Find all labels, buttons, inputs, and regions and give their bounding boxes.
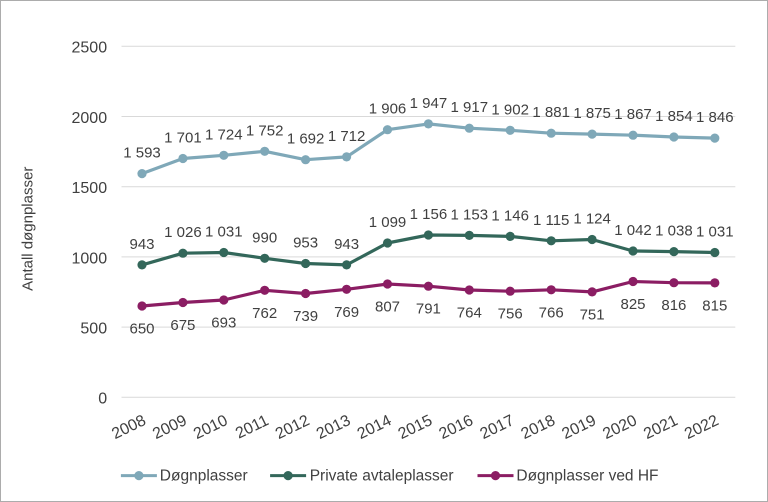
svg-text:756: 756 xyxy=(498,306,523,323)
svg-text:1 712: 1 712 xyxy=(328,128,366,145)
svg-text:Private avtaleplasser: Private avtaleplasser xyxy=(310,468,454,485)
svg-text:1 881: 1 881 xyxy=(532,104,570,121)
svg-text:1 875: 1 875 xyxy=(573,105,611,122)
svg-text:1 156: 1 156 xyxy=(410,206,448,223)
svg-text:1 038: 1 038 xyxy=(655,223,693,240)
svg-text:1 099: 1 099 xyxy=(369,214,407,231)
svg-text:751: 751 xyxy=(580,306,605,323)
svg-text:990: 990 xyxy=(252,229,277,246)
svg-text:1 124: 1 124 xyxy=(573,211,611,228)
svg-text:807: 807 xyxy=(375,299,400,316)
svg-text:Døgnplasser: Døgnplasser xyxy=(160,468,248,485)
svg-text:1 902: 1 902 xyxy=(491,101,529,118)
svg-text:1 752: 1 752 xyxy=(246,122,284,139)
svg-text:1 701: 1 701 xyxy=(164,130,202,147)
svg-text:739: 739 xyxy=(293,308,318,325)
svg-text:791: 791 xyxy=(416,301,441,318)
svg-text:1 031: 1 031 xyxy=(696,224,734,241)
svg-text:825: 825 xyxy=(620,296,645,313)
svg-text:500: 500 xyxy=(80,321,107,338)
svg-text:693: 693 xyxy=(211,315,236,332)
svg-text:766: 766 xyxy=(539,304,564,321)
svg-text:1 115: 1 115 xyxy=(533,212,569,229)
svg-text:1 593: 1 593 xyxy=(123,145,161,162)
svg-text:1 153: 1 153 xyxy=(451,206,489,223)
svg-text:1 854: 1 854 xyxy=(655,108,693,125)
svg-text:953: 953 xyxy=(293,235,318,252)
svg-text:1 906: 1 906 xyxy=(369,101,407,118)
svg-text:0: 0 xyxy=(98,391,107,408)
svg-text:943: 943 xyxy=(334,236,359,253)
svg-text:Døgnplasser ved HF: Døgnplasser ved HF xyxy=(516,468,658,485)
svg-text:769: 769 xyxy=(334,304,359,321)
svg-text:943: 943 xyxy=(129,236,154,253)
svg-text:1 031: 1 031 xyxy=(205,224,243,241)
svg-text:Antall døgnplasser: Antall døgnplasser xyxy=(20,167,37,291)
svg-text:1 947: 1 947 xyxy=(410,95,448,112)
svg-text:1 917: 1 917 xyxy=(451,99,489,116)
svg-text:1 146: 1 146 xyxy=(491,207,529,224)
svg-text:1500: 1500 xyxy=(72,180,108,197)
svg-text:650: 650 xyxy=(129,321,154,338)
svg-text:1 042: 1 042 xyxy=(614,222,652,239)
svg-text:1 867: 1 867 xyxy=(614,106,652,123)
svg-text:815: 815 xyxy=(702,297,727,314)
svg-text:675: 675 xyxy=(170,317,195,334)
svg-text:1 026: 1 026 xyxy=(164,224,202,241)
svg-text:762: 762 xyxy=(252,305,277,322)
svg-text:816: 816 xyxy=(661,297,686,314)
svg-text:1 846: 1 846 xyxy=(696,109,734,126)
svg-text:1 692: 1 692 xyxy=(287,131,325,148)
svg-text:1000: 1000 xyxy=(72,250,108,267)
svg-text:2000: 2000 xyxy=(72,110,108,127)
svg-text:764: 764 xyxy=(457,305,482,322)
svg-text:1 724: 1 724 xyxy=(205,126,243,143)
svg-text:2500: 2500 xyxy=(72,40,108,57)
